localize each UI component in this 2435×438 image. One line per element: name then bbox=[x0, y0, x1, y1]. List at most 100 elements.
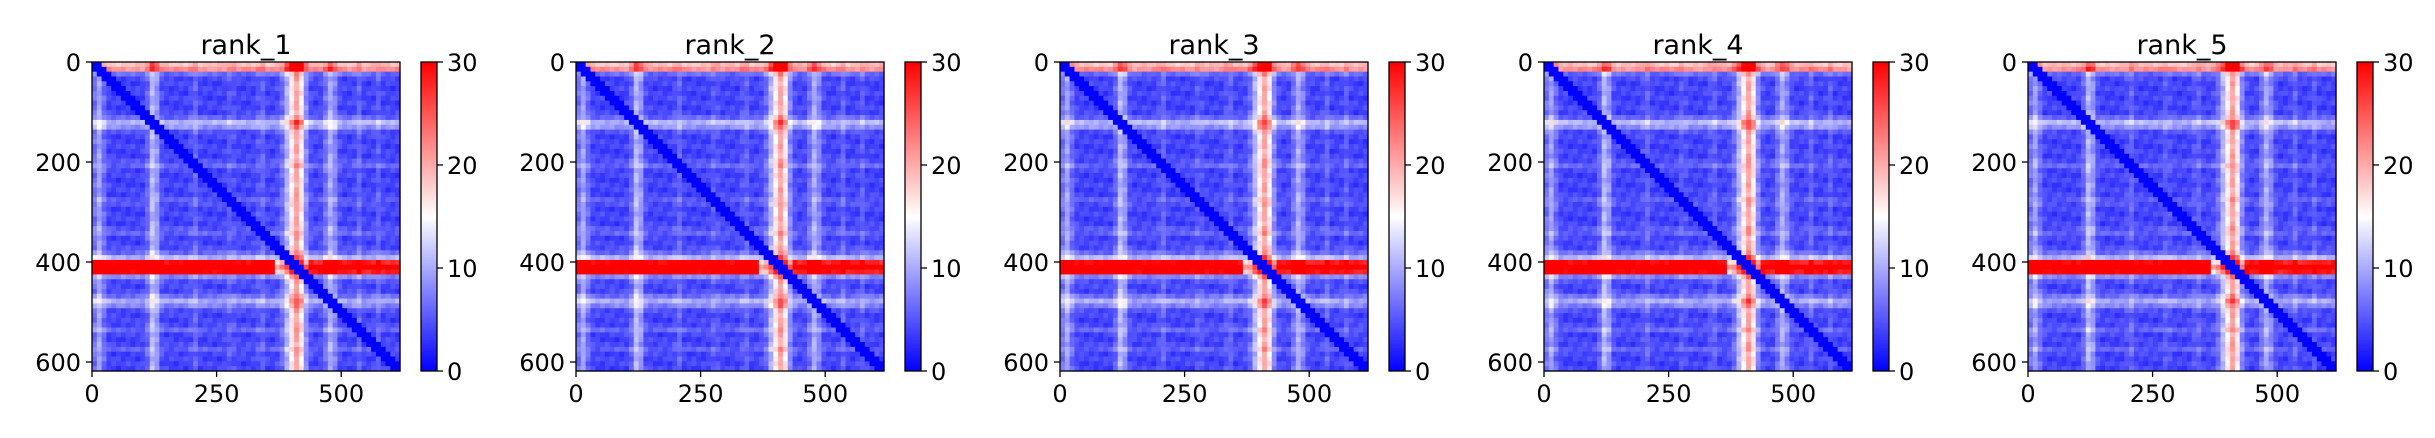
heatmap-cell bbox=[92, 153, 98, 160]
heatmap-cell bbox=[221, 346, 228, 353]
heatmap-cell bbox=[183, 76, 189, 82]
heatmap-cell bbox=[236, 197, 242, 203]
heatmap-cell bbox=[178, 284, 185, 290]
heatmap-cell bbox=[217, 351, 223, 358]
heatmap-cell bbox=[289, 342, 295, 348]
heatmap-cell bbox=[154, 192, 160, 198]
heatmap-cell bbox=[135, 168, 141, 174]
heatmap-cell bbox=[696, 76, 702, 82]
heatmap-cell bbox=[106, 197, 112, 203]
heatmap-cell bbox=[231, 322, 237, 329]
heatmap-cell bbox=[255, 298, 262, 305]
heatmap-cell bbox=[600, 100, 606, 107]
heatmap-cell bbox=[609, 76, 616, 82]
heatmap-cell bbox=[279, 288, 286, 295]
heatmap-cell bbox=[241, 317, 247, 324]
heatmap-cell bbox=[217, 163, 223, 169]
heatmap-cell bbox=[96, 144, 103, 150]
heatmap-cell bbox=[96, 153, 103, 160]
heatmap-cell bbox=[265, 250, 271, 256]
heatmap-cell bbox=[178, 76, 185, 82]
heatmap-cell bbox=[106, 139, 112, 145]
heatmap-cell bbox=[705, 90, 712, 97]
heatmap-cell bbox=[619, 86, 625, 92]
heatmap-cell bbox=[92, 346, 98, 353]
heatmap-cell bbox=[125, 342, 132, 348]
heatmap-cell bbox=[96, 197, 103, 203]
heatmap-cell bbox=[351, 230, 358, 237]
heatmap-cell bbox=[255, 332, 262, 338]
heatmap-cell bbox=[250, 100, 257, 107]
heatmap-cell bbox=[140, 158, 146, 164]
heatmap-cell bbox=[390, 134, 396, 140]
heatmap-cell bbox=[226, 230, 233, 237]
heatmap-cell bbox=[628, 100, 635, 107]
heatmap-cell bbox=[265, 192, 271, 198]
heatmap-cell bbox=[778, 119, 784, 126]
heatmap-cell bbox=[648, 90, 654, 97]
heatmap-cell bbox=[173, 173, 180, 179]
heatmap-cell bbox=[154, 168, 160, 174]
heatmap-cell bbox=[183, 158, 189, 164]
heatmap-cell bbox=[159, 144, 165, 150]
heatmap-cell bbox=[140, 71, 146, 78]
heatmap-cell bbox=[739, 76, 746, 82]
heatmap-cell bbox=[92, 216, 98, 222]
heatmap-cell bbox=[308, 206, 314, 213]
heatmap-cell bbox=[236, 71, 242, 78]
heatmap-cell bbox=[821, 105, 827, 111]
heatmap-cell bbox=[342, 250, 348, 256]
heatmap-cell bbox=[347, 259, 353, 266]
heatmap-cell bbox=[294, 71, 300, 78]
heatmap-cell bbox=[178, 308, 185, 314]
heatmap-cell bbox=[164, 148, 170, 155]
heatmap-cell bbox=[864, 71, 871, 78]
heatmap-cell bbox=[361, 255, 367, 261]
heatmap-cell bbox=[585, 62, 592, 68]
heatmap-cell bbox=[212, 110, 218, 116]
heatmap-cell bbox=[662, 66, 669, 73]
heatmap-cell bbox=[246, 298, 252, 305]
heatmap-cell bbox=[101, 356, 108, 362]
heatmap-cell bbox=[197, 124, 204, 131]
heatmap-cell bbox=[217, 245, 223, 251]
heatmap-cell bbox=[140, 322, 146, 329]
heatmap-cell bbox=[92, 255, 98, 261]
heatmap-cell bbox=[144, 148, 151, 155]
heatmap-cell bbox=[178, 279, 185, 285]
heatmap-cell bbox=[351, 62, 358, 68]
heatmap-cell bbox=[375, 105, 382, 111]
heatmap-cell bbox=[265, 95, 271, 102]
heatmap-cell bbox=[375, 173, 382, 179]
heatmap-cell bbox=[874, 119, 880, 126]
heatmap-cell bbox=[840, 105, 847, 111]
heatmap-cell bbox=[260, 177, 266, 184]
heatmap-cell bbox=[385, 71, 391, 78]
heatmap-cell bbox=[390, 148, 396, 155]
heatmap-cell bbox=[318, 337, 324, 343]
heatmap-cell bbox=[111, 211, 117, 218]
heatmap-cell bbox=[250, 221, 257, 227]
heatmap-cell bbox=[140, 206, 146, 213]
heatmap-cell bbox=[260, 293, 266, 300]
heatmap-cell bbox=[303, 197, 310, 203]
heatmap-cell bbox=[318, 124, 324, 131]
heatmap-cell bbox=[106, 298, 112, 305]
heatmap-cell bbox=[193, 119, 199, 126]
heatmap-cell bbox=[183, 187, 189, 193]
heatmap-cell bbox=[231, 100, 237, 107]
heatmap-cell bbox=[337, 284, 343, 290]
heatmap-cell bbox=[101, 173, 108, 179]
heatmap-cell bbox=[140, 245, 146, 251]
heatmap-cell bbox=[144, 322, 151, 329]
heatmap-cell bbox=[758, 86, 765, 92]
heatmap-cell bbox=[787, 95, 794, 102]
heatmap-cell bbox=[662, 90, 669, 97]
heatmap-cell bbox=[332, 303, 339, 309]
heatmap-cell bbox=[797, 119, 803, 126]
heatmap-cell bbox=[149, 86, 156, 92]
heatmap-cell bbox=[361, 264, 367, 271]
heatmap-cell bbox=[125, 317, 132, 324]
heatmap-cell bbox=[850, 95, 856, 102]
heatmap-cell bbox=[390, 110, 396, 116]
